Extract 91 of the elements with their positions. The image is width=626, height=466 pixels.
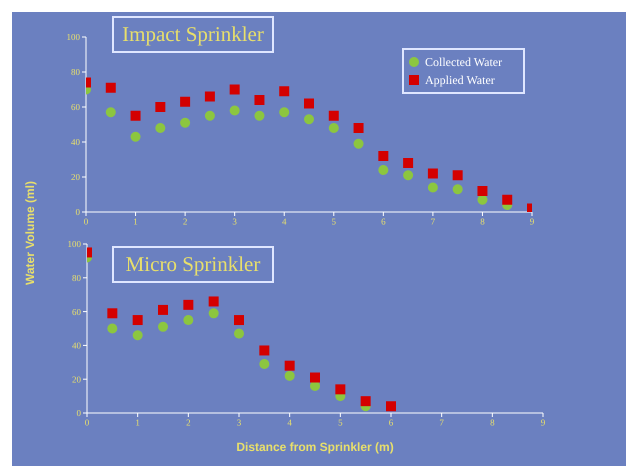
point — [284, 370, 295, 381]
x-tick-label: 8 — [480, 216, 486, 226]
x-tick-label: 9 — [540, 417, 546, 428]
point — [183, 300, 194, 310]
x-tick-label: 6 — [381, 216, 386, 226]
point — [452, 184, 463, 194]
y-tick-label: 100 — [68, 239, 82, 250]
x-tick-label: 1 — [133, 216, 138, 226]
point — [328, 110, 339, 121]
point — [107, 308, 118, 318]
x-tick-label: 0 — [84, 216, 89, 226]
point — [386, 401, 396, 412]
point — [158, 322, 168, 332]
x-tick-label: 4 — [287, 417, 292, 428]
point — [428, 182, 438, 192]
point — [378, 165, 388, 175]
point — [259, 358, 270, 369]
point — [180, 96, 190, 107]
point — [354, 138, 364, 149]
point — [403, 158, 414, 168]
y-tick-label: 20 — [72, 374, 82, 384]
x-tick-label: 5 — [338, 417, 344, 428]
x-tick-label: 7 — [439, 417, 444, 428]
point — [403, 170, 414, 180]
point — [452, 170, 463, 180]
point — [132, 315, 143, 326]
point — [254, 110, 264, 121]
point — [335, 384, 346, 394]
x-tick-label: 9 — [530, 216, 535, 226]
y-tick-label: 40 — [71, 137, 80, 148]
x-tick-label: 5 — [332, 216, 337, 226]
y-tick-label: 80 — [71, 67, 80, 78]
point — [204, 110, 215, 121]
point — [234, 328, 244, 339]
point — [130, 132, 141, 142]
y-tick-label: 80 — [72, 272, 82, 283]
point — [132, 330, 143, 340]
point — [230, 84, 240, 94]
point — [130, 110, 141, 121]
x-tick-label: 0 — [84, 417, 90, 428]
chart-title: Micro Sprinkler — [112, 246, 274, 283]
point — [328, 123, 339, 133]
point — [180, 118, 190, 128]
point — [284, 360, 295, 371]
y-tick-label: 60 — [72, 306, 82, 317]
point — [304, 114, 314, 124]
point — [183, 315, 194, 326]
point — [279, 86, 290, 96]
legend-label: Applied Water — [425, 72, 495, 88]
x-tick-label: 2 — [182, 216, 188, 226]
y-axis-title: Water Volume (ml) — [23, 180, 37, 286]
x-tick-label: 7 — [430, 216, 436, 226]
point — [230, 106, 240, 116]
point — [208, 308, 219, 318]
x-tick-label: 6 — [388, 417, 394, 428]
x-tick-label: 2 — [186, 417, 191, 428]
y-tick-label: 0 — [76, 408, 82, 418]
x-axis-title: Distance from Sprinkler (m) — [235, 440, 395, 454]
point — [106, 82, 116, 93]
y-tick-label: 100 — [66, 32, 80, 42]
point — [107, 324, 118, 334]
x-tick-label: 1 — [135, 417, 140, 428]
y-tick-label: 0 — [76, 207, 80, 218]
point — [428, 168, 438, 178]
point — [155, 123, 166, 133]
point — [310, 372, 320, 383]
point — [254, 95, 264, 105]
point — [360, 396, 371, 406]
y-tick-label: 60 — [71, 102, 80, 112]
x-tick-label: 3 — [232, 216, 238, 226]
point — [354, 123, 364, 133]
point — [158, 304, 168, 315]
chart-title: Impact Sprinkler — [112, 16, 274, 53]
y-tick-label: 20 — [71, 172, 80, 182]
x-tick-label: 4 — [282, 216, 287, 226]
point — [279, 107, 290, 118]
point — [234, 315, 244, 326]
x-tick-label: 8 — [490, 417, 496, 428]
point — [378, 151, 388, 161]
point — [106, 107, 116, 118]
point — [304, 98, 314, 108]
point — [477, 194, 488, 205]
point — [208, 296, 219, 306]
point — [259, 345, 270, 356]
point — [204, 92, 215, 102]
point — [155, 102, 166, 112]
y-tick-label: 40 — [72, 340, 82, 351]
point — [477, 186, 488, 196]
legend-label: Collected Water — [425, 54, 502, 70]
x-tick-label: 3 — [236, 417, 242, 428]
point — [502, 194, 512, 205]
